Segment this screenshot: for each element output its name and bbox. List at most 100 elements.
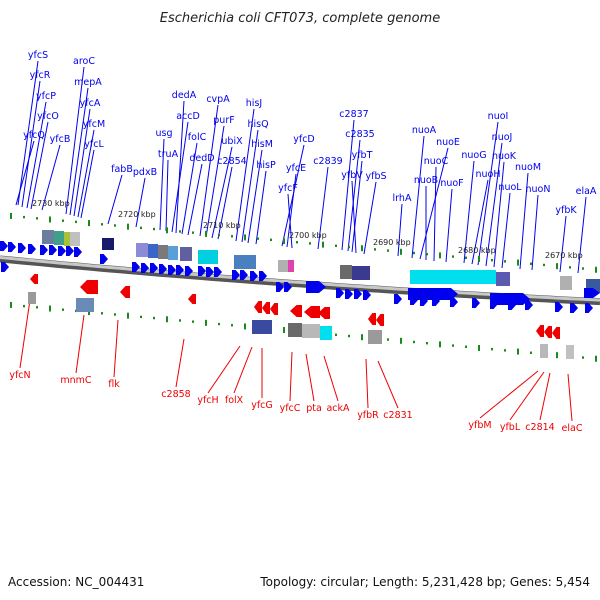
upper-tick-mark [504,260,506,263]
gene-label: dedD [189,153,214,164]
upper-tick-mark [127,223,129,230]
callout-line [73,108,91,217]
forward-gene-arrow [525,300,533,310]
callout-line [65,66,85,215]
forward-gene-arrow [284,282,292,292]
callout-line [207,345,241,394]
lower-tick-mark [504,349,506,352]
callout-line [235,108,255,242]
lower-tick-mark [23,304,25,308]
reverse-gene-arrow [30,274,38,284]
callout-line [165,159,169,232]
lower-tick-mark [478,344,480,351]
forward-gene-arrow [8,242,16,252]
feature-box [352,266,370,280]
callout-line [19,299,31,369]
forward-gene-arrow [185,266,193,276]
reverse-gene-arrow [376,314,384,326]
gene-label: yfbR [357,410,379,421]
feature-box [136,243,148,257]
forward-gene-arrow [176,265,184,275]
callout-line [26,101,47,209]
forward-gene-arrow [206,267,214,277]
gene-label: folX [225,395,244,406]
upper-tick-mark [49,216,51,223]
gene-label: c2839 [313,156,342,167]
upper-tick-mark [179,230,181,233]
callout-line [241,129,259,243]
kbp-label: 2680 kbp [458,246,496,255]
gene-label: c2858 [161,389,190,400]
reverse-gene-arrow [552,327,560,339]
forward-gene-arrow [159,264,167,274]
gene-label: nuoI [488,111,509,122]
forward-gene-arrow [66,246,74,256]
gene-label: c2831 [383,410,412,421]
feature-box [54,231,64,245]
lower-tick-mark [36,306,38,309]
feature-box [410,270,496,284]
gene-label: yfcF [278,183,298,194]
forward-gene-arrow [18,243,26,253]
lower-tick-mark [595,355,597,362]
gene-label: yfbT [352,150,373,161]
lower-tick-mark [439,341,441,348]
forward-gene-arrow [408,288,458,300]
gene-label: yfcE [286,163,306,174]
gene-label: cvpA [206,94,230,105]
callout-line [365,358,369,409]
upper-tick-mark [244,234,246,241]
forward-gene-arrow [276,282,284,292]
gene-label: truA [158,149,179,160]
upper-tick-mark [10,212,12,219]
upper-tick-mark [322,241,324,248]
forward-gene-arrow [570,303,578,313]
lower-tick-mark [62,308,64,311]
gene-label: hisP [256,160,276,171]
gene-label: folC [188,132,207,143]
lower-tick-mark [426,341,428,345]
gene-label: yfcS [28,50,48,61]
lower-tick-mark [348,334,350,338]
gene-label: yfcO [37,111,59,122]
callout-line [77,129,95,218]
gene-label: nuoB [414,175,438,186]
lower-tick-mark [465,345,467,348]
gene-label: purF [213,115,234,126]
forward-gene-arrow [100,254,108,264]
gene-label: c2854 [217,156,246,167]
forward-gene-arrow [363,290,371,300]
upper-tick-mark [348,245,350,249]
lower-tick-mark [166,316,168,323]
forward-gene-arrow [354,289,362,299]
callout-line [199,104,219,237]
upper-tick-mark [439,252,441,259]
reverse-gene-arrow [262,302,270,314]
feature-box [148,244,158,258]
gene-label: aroC [73,56,95,67]
feature-box [496,272,510,286]
lower-tick-mark [114,313,116,316]
gene-label: nuoN [526,184,551,195]
forward-gene-arrow [585,303,593,313]
upper-tick-mark [114,224,116,227]
gene-label: mnmC [60,375,92,386]
callout-line [75,314,85,374]
callout-line [171,121,189,233]
map-title: Escherichia coli CFT073, complete genome [160,11,440,26]
reverse-gene-arrow [290,305,302,317]
lower-tick-mark [192,320,194,323]
gene-label: yfbL [500,422,521,433]
upper-tick-mark [218,233,220,237]
upper-tick-mark [530,262,532,265]
feature-box [278,260,288,272]
lower-tick-mark [335,333,337,337]
callout-line [411,135,425,259]
gene-label: elaA [576,186,597,197]
callout-line [113,319,119,378]
lower-tick-mark [179,319,181,322]
gene-label: mepA [74,77,102,88]
callout-line [305,353,315,402]
upper-tick-mark [413,251,415,255]
